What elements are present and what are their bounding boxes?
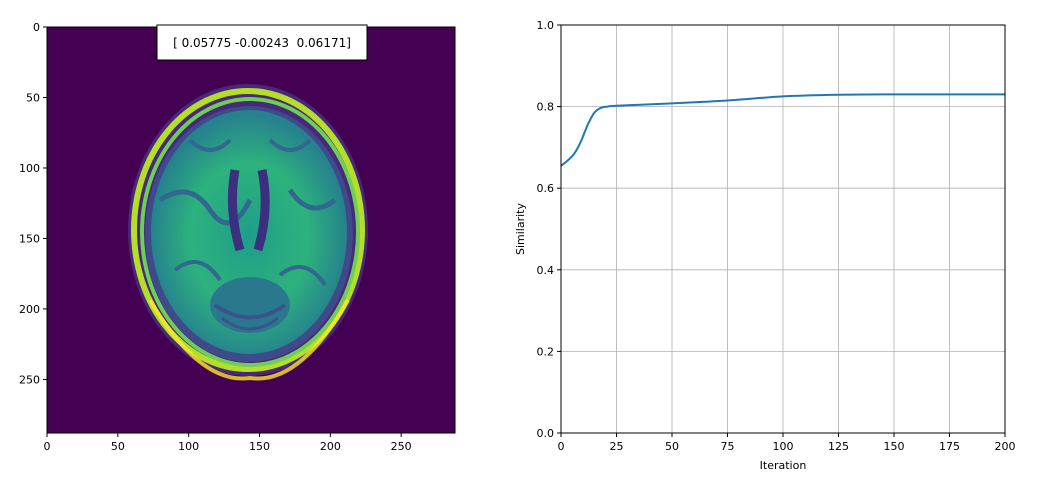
similarity-series-line [560,93,1005,167]
image-x-tick-label: 250 [391,440,412,453]
chart-grid [560,24,1006,434]
x-axis-label: Iteration [760,459,807,472]
x-tick-label: 25 [610,440,624,453]
image-x-tick-label: 0 [44,440,51,453]
x-tick-label: 175 [939,440,960,453]
image-x-tick-label: 50 [111,440,125,453]
annotation-text: [ 0.05775 -0.00243 0.06171] [173,36,351,50]
image-y-tick-label: 0 [33,21,40,34]
y-tick-label: 0.0 [537,427,555,440]
image-y-tick-label: 100 [19,162,40,175]
image-axes: 0 50 100 150 200 250 0 50 100 150 200 250 [ 0.0577… [19,21,456,453]
y-tick-label: 0.6 [537,182,555,195]
image-y-tick-label: 50 [26,91,40,104]
image-x-tick-label: 100 [178,440,199,453]
y-tick-label: 0.4 [537,264,555,277]
y-axis-label: Similarity [514,203,527,255]
x-tick-label: 0 [558,440,565,453]
chart-x-ticks: 0 25 50 75 100 125 150 175 200 [558,433,1016,453]
image-x-tick-label: 150 [249,440,270,453]
x-tick-label: 100 [773,440,794,453]
y-tick-label: 0.2 [537,345,555,358]
y-tick-label: 0.8 [537,101,555,114]
image-x-tick-label: 200 [320,440,341,453]
similarity-chart: 0 25 50 75 100 125 150 175 200 0.0 0.2 0.4 0.6 0.8 1.… [514,19,1016,472]
mri-brain-image [128,84,368,381]
image-y-tick-label: 200 [19,303,40,316]
x-tick-label: 50 [665,440,679,453]
image-x-ticks: 0 50 100 150 200 250 [44,433,412,453]
chart-y-ticks: 0.0 0.2 0.4 0.6 0.8 1.0 [537,19,561,440]
annotation-box: [ 0.05775 -0.00243 0.06171] [156,24,368,61]
x-tick-label: 200 [995,440,1016,453]
y-tick-label: 1.0 [537,19,555,32]
image-y-tick-label: 150 [19,232,40,245]
x-tick-label: 150 [884,440,905,453]
image-y-ticks: 0 50 100 150 200 250 [19,21,47,386]
x-tick-label: 75 [721,440,735,453]
x-tick-label: 125 [828,440,849,453]
image-y-tick-label: 250 [19,373,40,386]
